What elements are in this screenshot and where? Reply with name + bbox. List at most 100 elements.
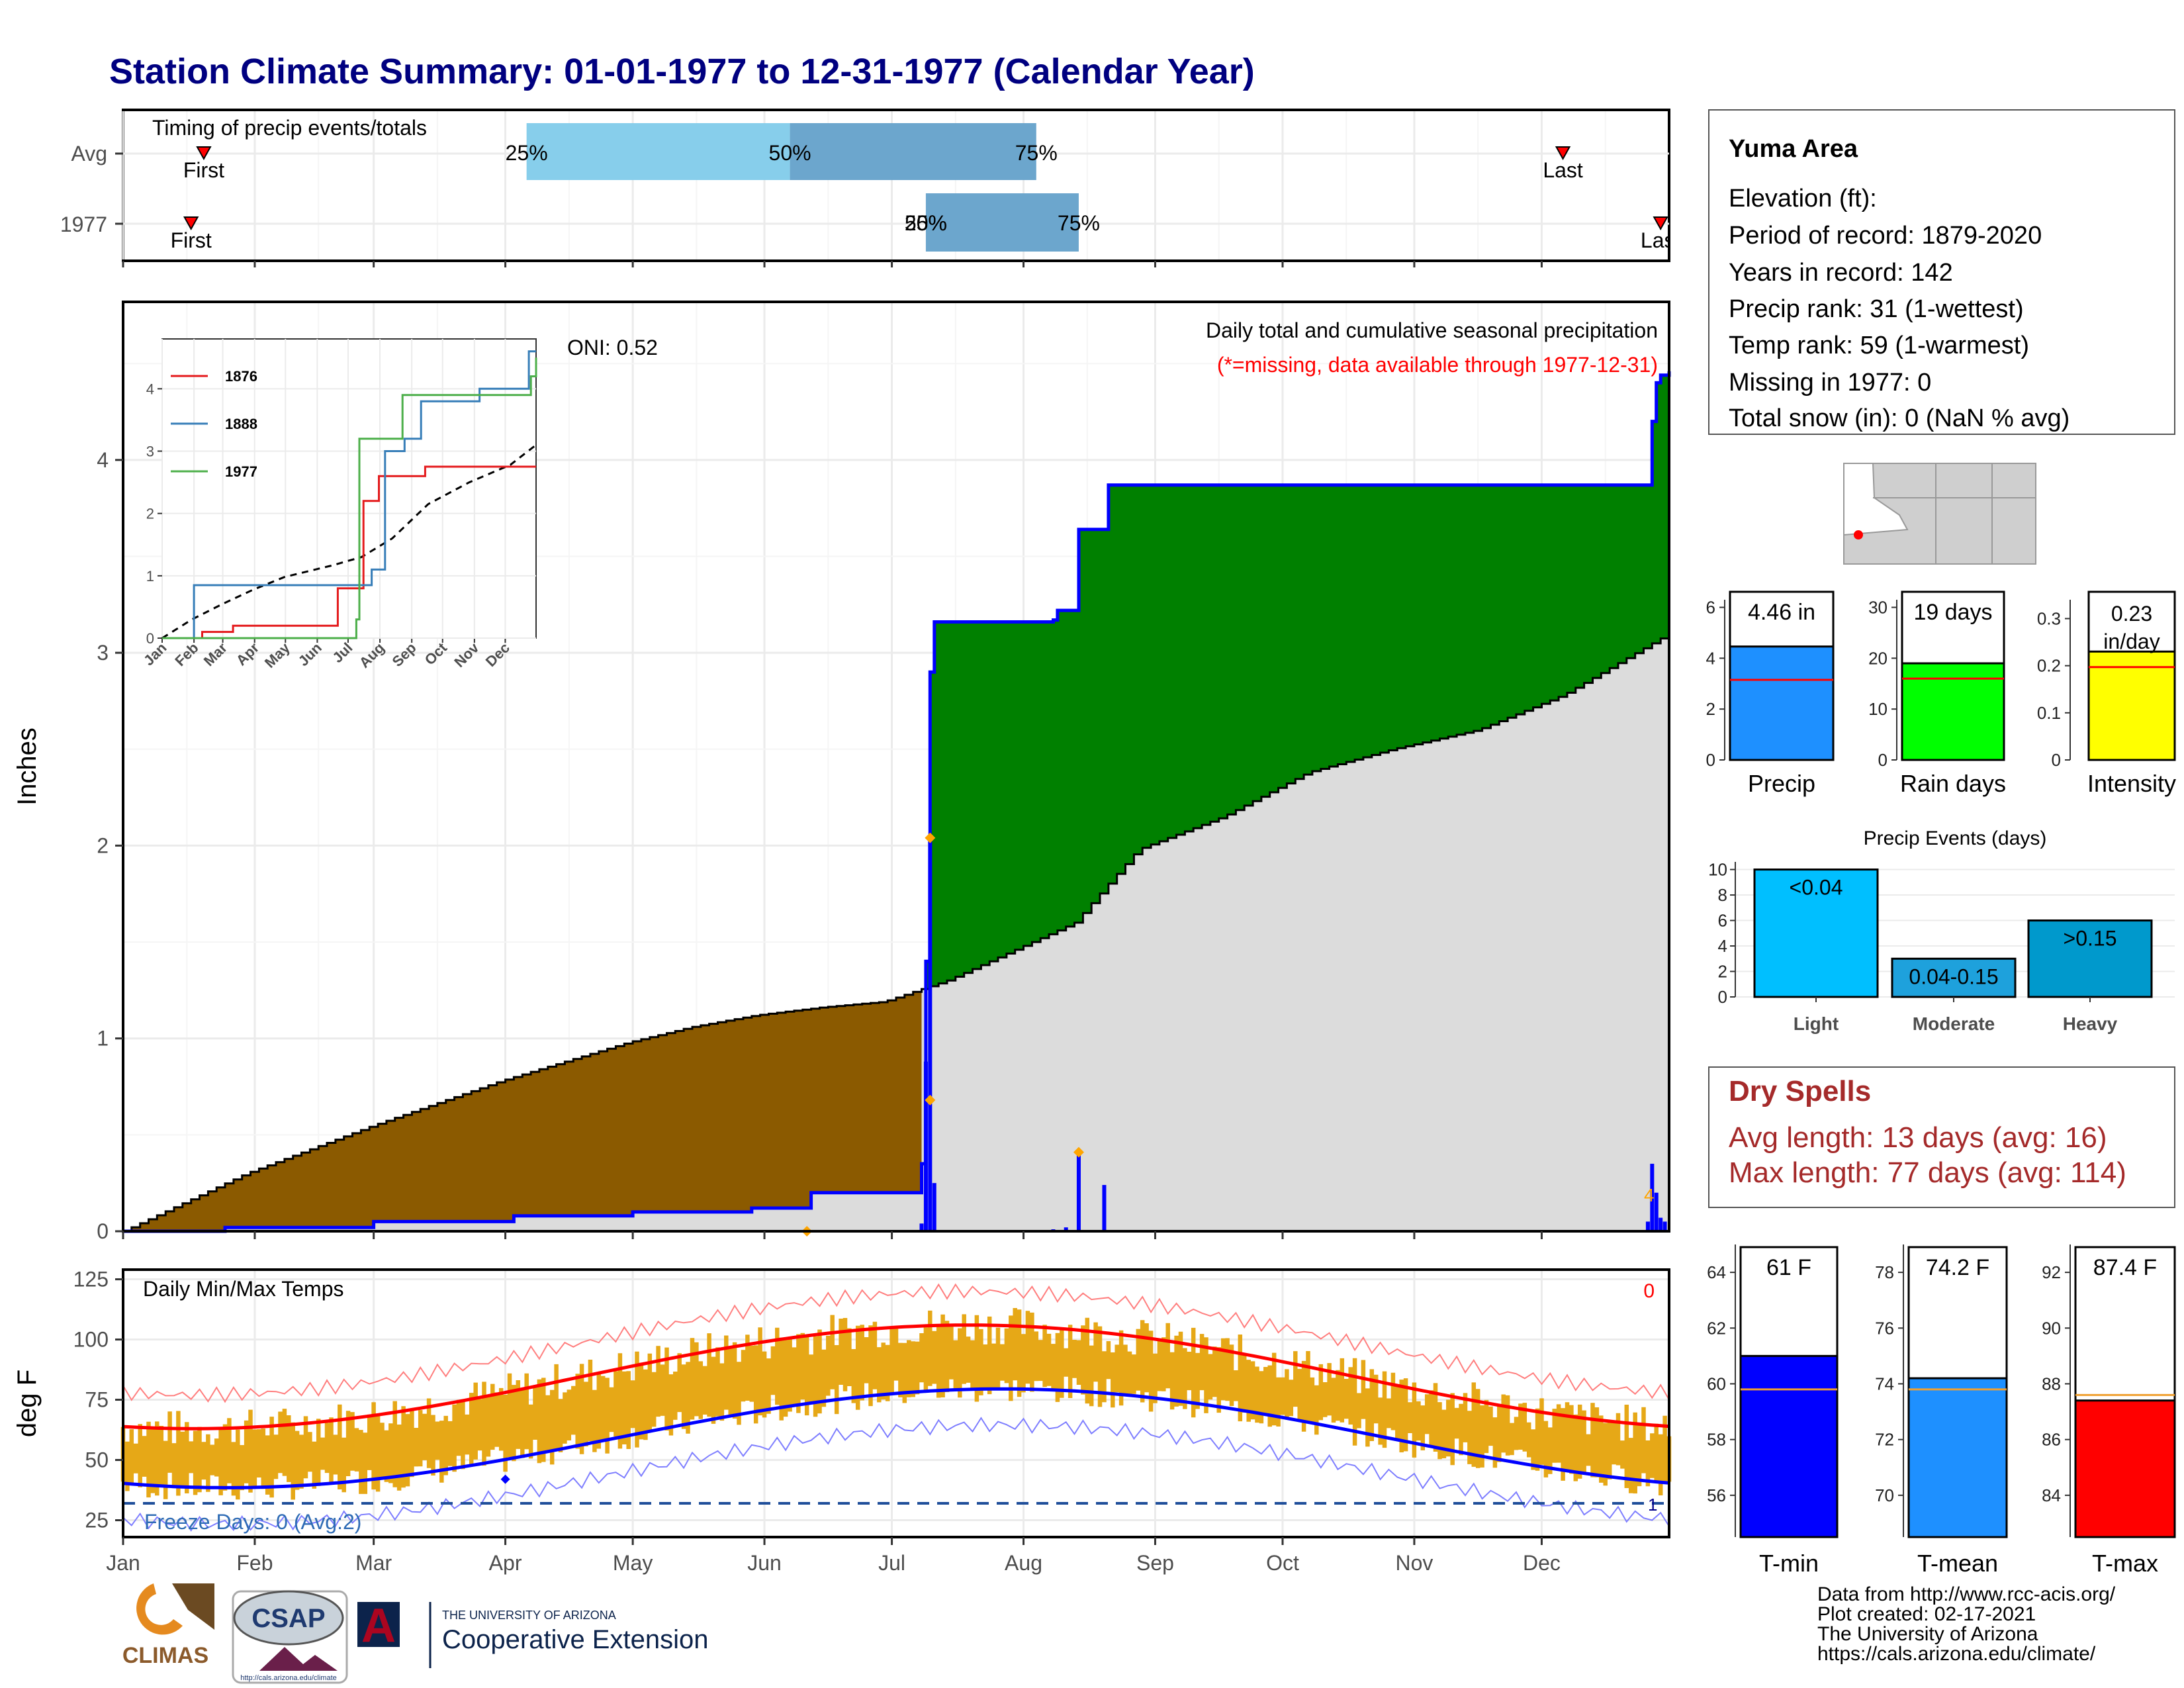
avg-50-75-bar [790,123,1036,180]
events-category-moderate: Moderate [1913,1013,1995,1034]
month-label-Jun: Jun [747,1551,782,1575]
precip-ytick-label-0: 0 [97,1219,109,1243]
mini-rain-days-ytick-label-0: 0 [1878,750,1888,770]
y1977-p50-label: 50% [905,211,947,235]
inset-ytick-label-3: 3 [146,444,154,460]
temp-ytick-label-0: 25 [85,1509,109,1532]
events-ytick-label-3: 6 [1718,911,1727,931]
avg-last-label: Last [1543,158,1583,182]
mini-intensity-ytick-label-2: 0.2 [2037,656,2061,676]
y1977-first-label: First [171,228,212,252]
precip-annot-title: Daily total and cumulative seasonal prec… [1206,318,1658,342]
avg-last-marker [1555,146,1571,161]
daily-precip-bar-5 [1064,1227,1068,1231]
temp-marker [500,1474,510,1484]
timing-row-1977: 1977 [60,212,107,236]
inset-series-1876 [162,465,536,639]
month-label-Apr: Apr [489,1551,522,1575]
events-title: Precip Events (days) [1864,827,2047,849]
daily-precip-bar-3 [932,1183,936,1231]
y1977-last-marker [1653,216,1668,231]
mini-intensity-ytick-label-0: 0 [2052,750,2061,770]
inset-ytick-label-1: 1 [146,568,154,585]
avg-25-50-bar [526,123,790,180]
precip-end-label: 4 [1644,1185,1655,1205]
mini-intensity-ytick-label-1: 0.1 [2037,703,2061,723]
month-label-May: May [613,1551,653,1575]
timing-panel: Timing of precip events/totals Avg 1977 … [60,109,1670,267]
station-precip-rank: Precip rank: 31 (1-wettest) [1729,295,2024,323]
station-snow: Total snow (in): 0 (NaN % avg) [1729,404,2070,432]
temp-panel: 25 50 75 100 125 Jan Feb Mar Apr May Jun Jul Aug Sep O… [13,1268,1672,1575]
station-missing: Missing in 1977: 0 [1729,369,1931,397]
inset-legend-label-1876: 1876 [225,368,257,385]
temp-ylabel: deg F [13,1370,42,1437]
freeze-days-text: Freeze Days: 0 (Avg:2) [144,1510,361,1534]
precip-surplus-area-green [925,371,1669,1164]
daily-precip-bar-1 [923,1061,928,1231]
precip-avg-line [123,633,1670,1233]
precip-ytick-label-2: 2 [97,833,109,857]
map-station-marker [1854,530,1863,539]
tbar-t-min-value-text: 61 F [1766,1255,1811,1280]
climas-mountain [172,1583,214,1630]
precip-ytick-label-4: 4 [97,448,109,472]
climas-swirl [136,1583,183,1635]
avg-p75-label: 75% [1015,141,1058,165]
mini-precip-ytick-label-2: 4 [1706,648,1715,668]
events-bar-moderate [1891,957,2017,998]
dry-spells-box: Dry Spells Avg length: 13 days (avg: 16)… [1708,1066,2175,1208]
page-title: Station Climate Summary: 01-01-1977 to 1… [109,52,1255,91]
station-period: Period of record: 1879-2020 [1729,222,2042,250]
tbar-t-mean-label: T-mean [1917,1550,1998,1577]
events-bar-heavy [2027,919,2153,998]
credit-plot-created: Plot created: 02-17-2021 [1817,1603,2036,1625]
tbar-t-max-label: T-max [2092,1550,2158,1577]
avg-first-marker [196,146,212,161]
inset-avg-line [161,444,537,639]
mini-rain-days-label: Rain days [1900,770,2006,797]
month-label-Nov: Nov [1395,1551,1433,1575]
ua-block-a-letter: A [361,1599,396,1652]
temp-bar-charts: 56 58 60 62 64 61 F T-min 70 72 74 76 78 74.2 F T-mea… [1707,1244,2176,1577]
month-label-Feb: Feb [236,1551,273,1575]
mini-precip-bar [1729,645,1835,761]
mini-rain-days-ytick-label-1: 10 [1868,699,1888,719]
record-max-line [122,1283,1670,1403]
dry-spells-max: Max length: 77 days (avg: 114) [1729,1156,2126,1189]
station-years: Years in record: 142 [1729,259,1953,287]
temp-top-right: 0 [1643,1280,1655,1302]
avg-min-line [122,1387,1670,1489]
daily-precip-bar-7 [1102,1185,1107,1231]
csap-logo: CSAP http://cals.arizona.edu/climate [232,1590,348,1684]
precip-annot-missing: (*=missing, data available through 1977-… [1217,353,1658,377]
temp-right-small: 1 [1648,1495,1657,1515]
tbar-t-mean-ytick-label-3: 76 [1875,1318,1894,1338]
temp-ytick-label-1: 50 [85,1448,109,1472]
station-box-frame [1708,109,2175,435]
climas-logo: CLIMAS [116,1579,214,1668]
ua-line1: THE UNIVERSITY OF ARIZONA [442,1609,616,1622]
month-label-Jan: Jan [106,1551,140,1575]
mini-intensity-value-text-2: in/day [2103,630,2160,653]
daily-precip-bar-11 [1659,1217,1663,1231]
tbar-t-max-ytick-label-1: 86 [2042,1430,2061,1450]
events-ytick-label-1: 2 [1718,962,1727,982]
tbar-t-mean-ytick-label-2: 74 [1875,1374,1894,1393]
tbar-t-min-ytick-label-0: 56 [1707,1485,1726,1505]
station-elevation: Elevation (ft): [1729,185,1877,212]
tbar-t-mean-ytick-label-0: 70 [1875,1485,1894,1505]
y1977-first-marker [183,216,199,231]
precip-marker-2 [925,832,936,843]
tbar-t-max-ytick-label-0: 84 [2042,1485,2061,1505]
events-category-heavy: Heavy [2063,1013,2118,1034]
tbar-t-mean-bar [1907,1377,2008,1538]
inset-ytick-label-4: 4 [146,381,154,397]
credit-url: https://cals.arizona.edu/climate/ [1817,1643,2096,1665]
tbar-t-max-ytick-label-2: 88 [2042,1374,2061,1393]
climas-logo-text: CLIMAS [122,1643,208,1668]
mini-precip-value-text: 4.46 in [1748,600,1815,625]
inset-legend-label-1888: 1888 [225,416,257,432]
month-label-Dec: Dec [1523,1551,1561,1575]
